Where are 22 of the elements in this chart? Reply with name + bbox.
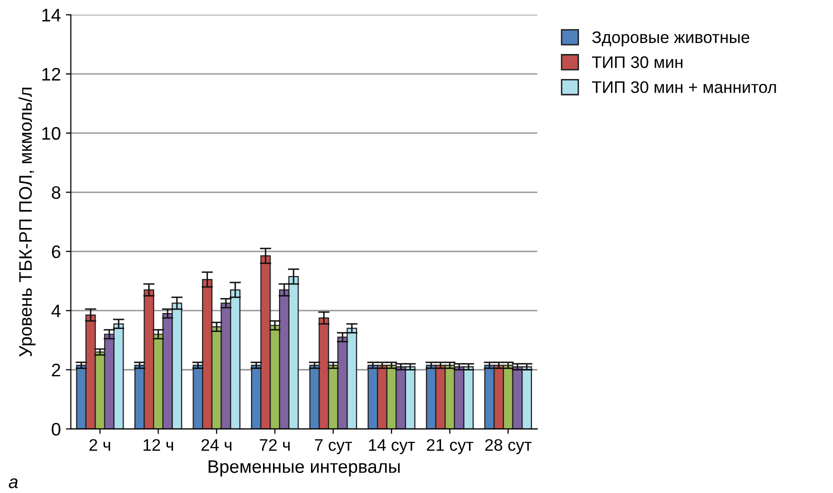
y-tick-label: 14 — [42, 8, 61, 22]
x-axis-title: Временные интервалы — [208, 460, 400, 477]
x-tick-label: 12 ч — [144, 439, 174, 451]
x-tick-label: 21 сут — [426, 439, 474, 454]
x-tick-label: 72 ч — [260, 439, 290, 451]
y-tick-label: 6 — [52, 245, 60, 258]
y-tick-label: 12 — [42, 68, 60, 80]
legend-label: ТИП 30 мин + маннитол — [592, 81, 776, 94]
y-tick-label: 8 — [52, 186, 60, 199]
y-tick-label: 0 — [52, 422, 60, 436]
y-tick-label: 10 — [42, 127, 60, 140]
x-tick-label: 24 ч — [201, 439, 232, 451]
y-tick-label: 4 — [51, 304, 61, 318]
x-tick-label: 14 сут — [369, 439, 415, 454]
y-tick-label: 2 — [52, 364, 60, 376]
x-tick-label: 28 сут — [485, 439, 532, 454]
x-tick-label: 7 сут — [314, 439, 352, 454]
x-tick-label: 2 ч — [90, 439, 110, 451]
legend-label: ТИП 30 мин — [592, 56, 682, 68]
y-axis-title: Уровень ТБК-РП ПОЛ, мкмоль/л — [18, 88, 36, 357]
text: а — [8, 478, 18, 488]
legend-label: Здоровые животные — [592, 31, 750, 46]
